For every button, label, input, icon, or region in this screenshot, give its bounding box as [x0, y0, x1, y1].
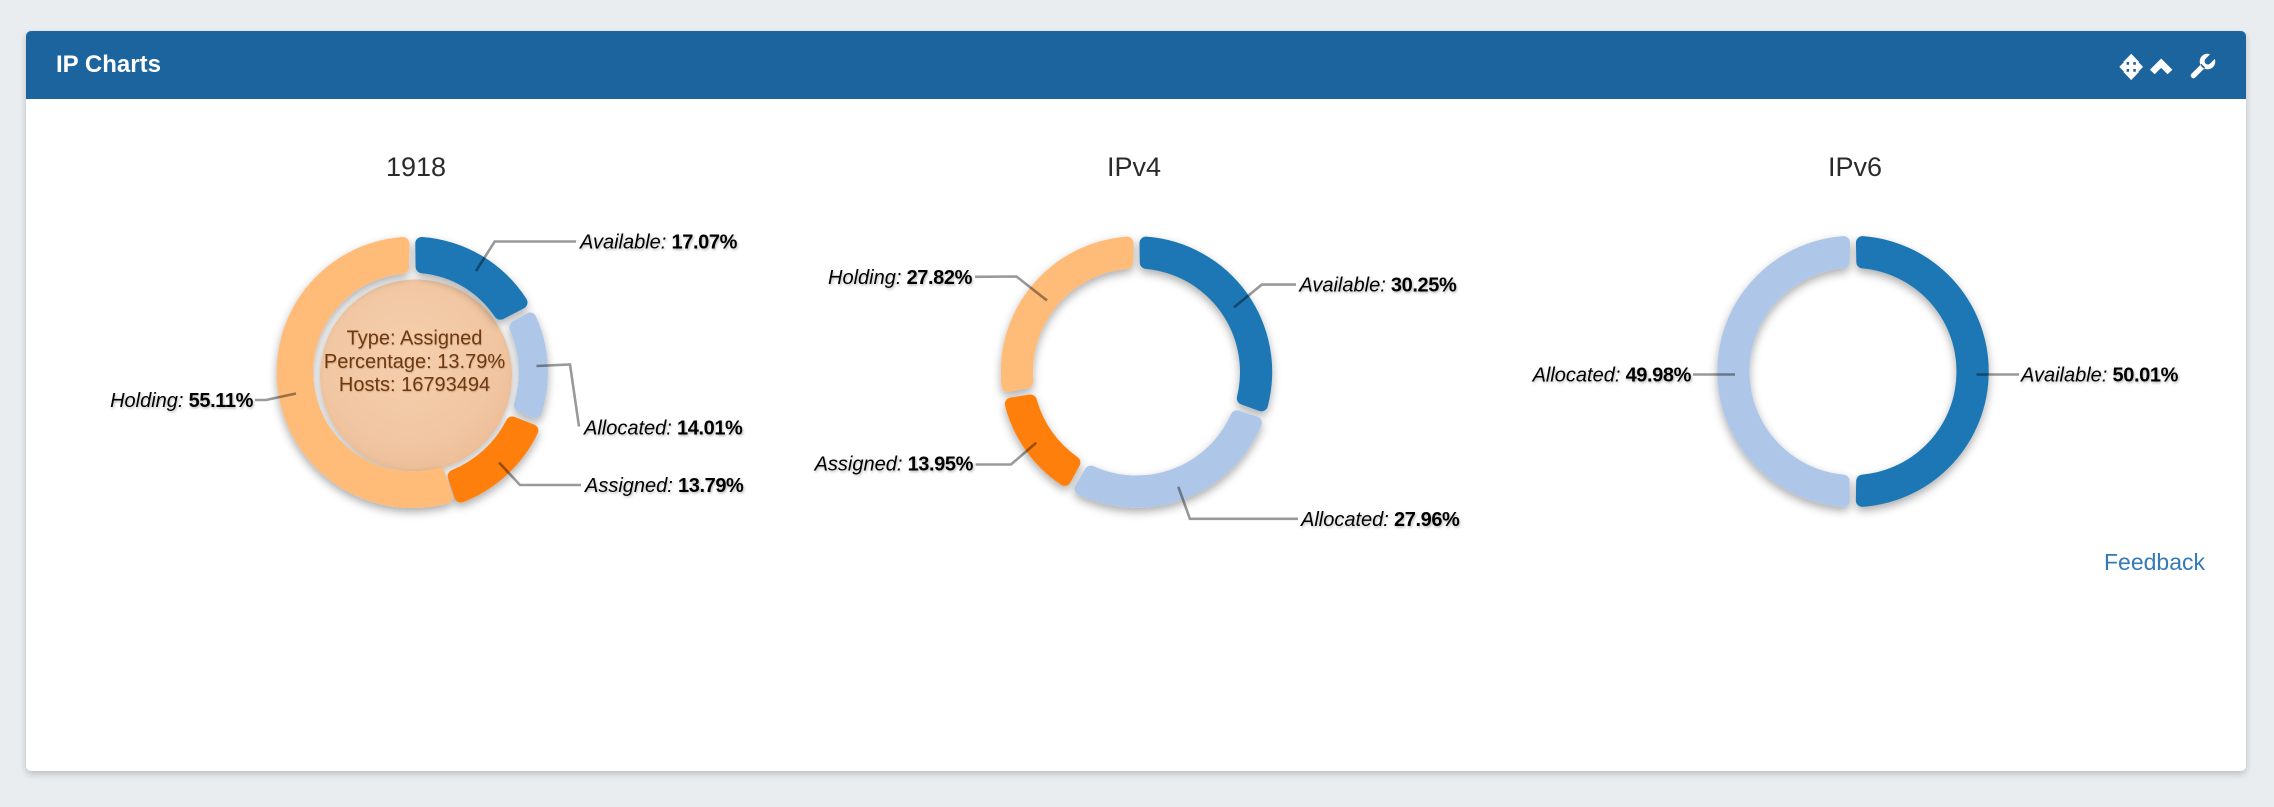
- svg-text:IPv6: IPv6: [1828, 152, 1882, 182]
- svg-text:Assigned: 13.79%: Assigned: 13.79%: [584, 475, 744, 497]
- svg-text:Allocated: 14.01%: Allocated: 14.01%: [583, 418, 743, 440]
- svg-text:Hosts: 16793494: Hosts: 16793494: [339, 374, 490, 396]
- svg-text:Available: 17.07%: Available: 17.07%: [579, 232, 738, 254]
- svg-text:Percentage: 13.79%: Percentage: 13.79%: [324, 351, 505, 373]
- svg-text:IPv4: IPv4: [1107, 152, 1161, 182]
- svg-text:Allocated: 49.98%: Allocated: 49.98%: [1532, 365, 1692, 387]
- svg-text:Assigned: 13.95%: Assigned: 13.95%: [814, 454, 974, 476]
- svg-text:Allocated: 27.96%: Allocated: 27.96%: [1300, 509, 1460, 531]
- svg-text:Available: 30.25%: Available: 30.25%: [1298, 275, 1457, 297]
- svg-text:Holding: 55.11%: Holding: 55.11%: [110, 390, 253, 412]
- svg-text:1918: 1918: [386, 152, 446, 182]
- svg-text:Type: Assigned: Type: Assigned: [347, 327, 483, 349]
- svg-text:Available: 50.01%: Available: 50.01%: [2020, 365, 2179, 387]
- svg-text:Holding: 27.82%: Holding: 27.82%: [828, 267, 973, 289]
